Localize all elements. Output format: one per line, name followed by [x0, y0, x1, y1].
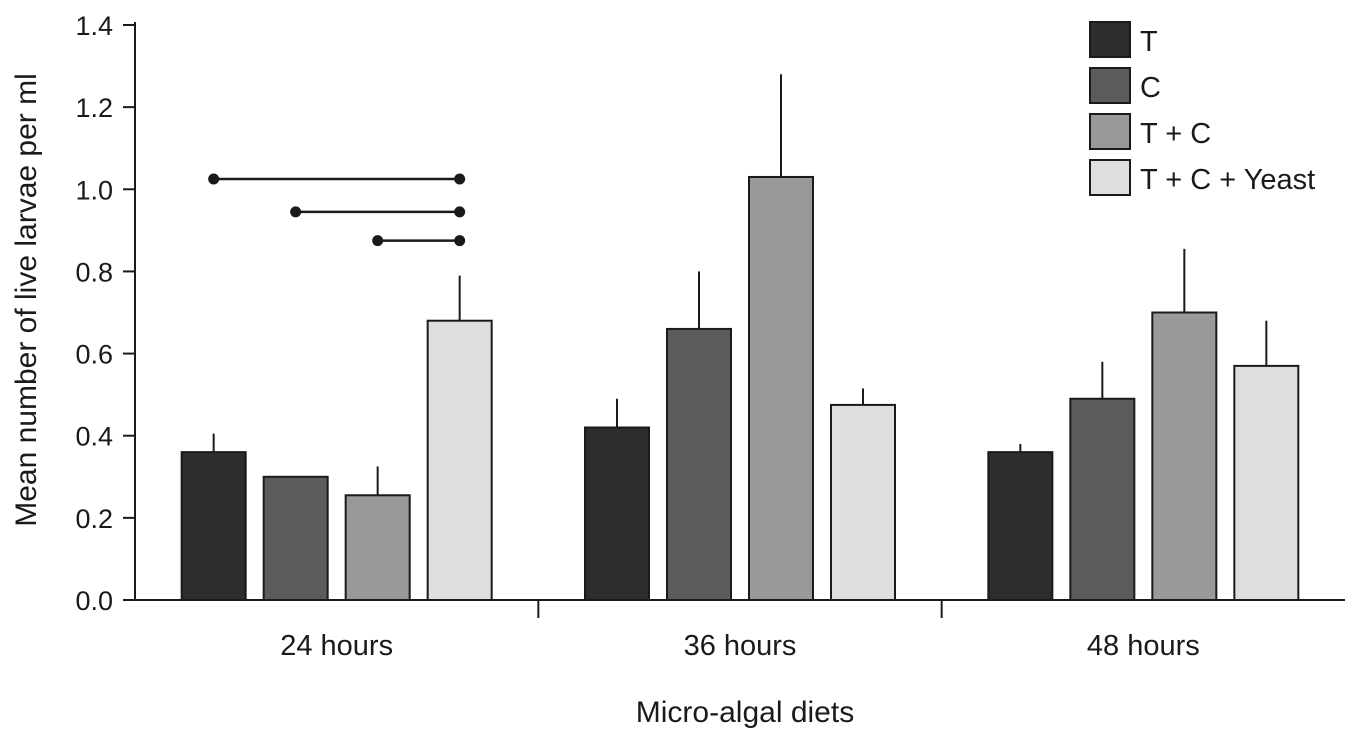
legend-label: T + C + Yeast [1140, 164, 1315, 196]
significance-dot [454, 173, 466, 185]
significance-dot [372, 235, 384, 247]
y-axis-title: Mean number of live larvae per ml [10, 73, 43, 527]
legend-label: T + C [1140, 118, 1211, 150]
y-tick-label: 1.4 [75, 11, 113, 41]
significance-dot [454, 206, 466, 218]
y-tick-label: 0.8 [75, 257, 113, 287]
y-tick-label: 1.0 [75, 175, 113, 205]
legend-swatch [1089, 67, 1131, 104]
bar [344, 494, 411, 601]
y-tick-label: 0.4 [75, 422, 113, 452]
bars [180, 74, 1300, 601]
bar [666, 327, 732, 601]
y-tick-label: 0.2 [75, 504, 113, 534]
legend-label: C [1140, 72, 1161, 104]
y-tick-label: 0.6 [75, 340, 113, 370]
bar [1151, 311, 1218, 601]
bar [426, 319, 493, 601]
legend-swatch [1089, 113, 1131, 150]
x-category-label: 48 hours [1087, 630, 1200, 662]
bar [584, 426, 650, 601]
legend-swatch [1089, 21, 1131, 58]
bar [748, 175, 814, 601]
x-category-label: 24 hours [280, 630, 393, 662]
legend: TC T + C T + C + Yeast [1089, 21, 1315, 196]
x-category-label: 36 hours [684, 630, 797, 662]
bar [180, 451, 247, 601]
bar [1069, 397, 1136, 601]
significance-dot [208, 173, 220, 185]
x-axis-title: Micro-algal diets [636, 696, 854, 729]
legend-label: T [1140, 26, 1158, 58]
y-tick-label: 0.0 [75, 586, 113, 616]
legend-swatch [1089, 159, 1131, 196]
significance-dot [454, 235, 466, 247]
bar [987, 451, 1054, 601]
significance-brackets [208, 173, 466, 247]
significance-dot [290, 206, 302, 218]
bar [262, 475, 329, 601]
axes: 0.0 0.2 0.4 0.6 0.8 1.0 1.2 1.4 24 hours 36 hours… [75, 11, 1345, 662]
bar [1233, 364, 1300, 601]
bar [830, 403, 896, 601]
y-tick-label: 1.2 [75, 93, 113, 123]
